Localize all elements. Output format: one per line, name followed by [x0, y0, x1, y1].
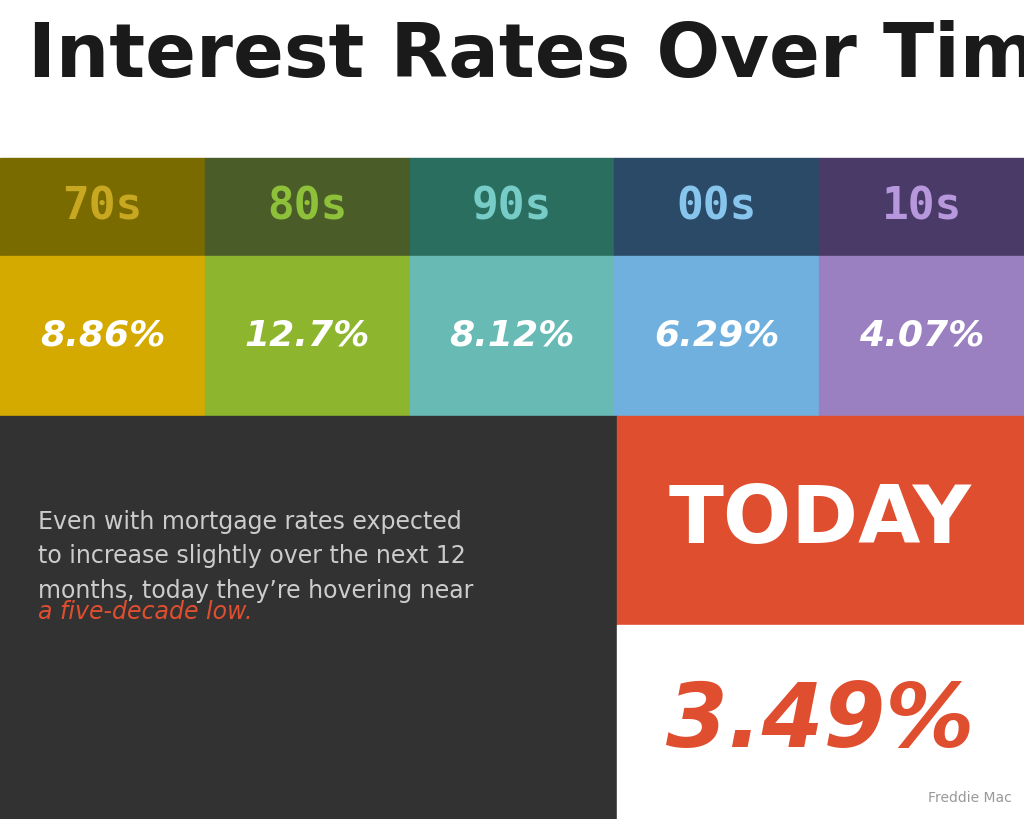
- Bar: [614, 158, 819, 256]
- Bar: [410, 256, 614, 416]
- Text: 8.86%: 8.86%: [40, 319, 165, 353]
- Bar: [0, 256, 205, 416]
- Bar: [0, 158, 205, 256]
- Bar: [617, 625, 1024, 819]
- Text: 70s: 70s: [62, 185, 142, 229]
- Bar: [205, 256, 410, 416]
- Text: TODAY: TODAY: [669, 482, 972, 559]
- Text: 10s: 10s: [882, 185, 962, 229]
- Text: a five-decade low.: a five-decade low.: [38, 600, 253, 624]
- Text: 8.12%: 8.12%: [450, 319, 574, 353]
- Text: 12.7%: 12.7%: [245, 319, 370, 353]
- Bar: [614, 256, 819, 416]
- Bar: [819, 256, 1024, 416]
- Bar: [617, 416, 1024, 625]
- Text: 3.49%: 3.49%: [667, 678, 975, 766]
- Bar: [819, 158, 1024, 256]
- Bar: [410, 158, 614, 256]
- Text: Even with mortgage rates expected
to increase slightly over the next 12
months, : Even with mortgage rates expected to inc…: [38, 510, 473, 603]
- Text: 80s: 80s: [267, 185, 347, 229]
- Bar: [0, 416, 617, 819]
- Text: 6.29%: 6.29%: [654, 319, 779, 353]
- Text: 4.07%: 4.07%: [859, 319, 984, 353]
- Bar: [205, 158, 410, 256]
- Text: 00s: 00s: [677, 185, 757, 229]
- Text: 90s: 90s: [472, 185, 552, 229]
- Text: Freddie Mac: Freddie Mac: [928, 791, 1012, 805]
- Text: Interest Rates Over Time: Interest Rates Over Time: [28, 20, 1024, 93]
